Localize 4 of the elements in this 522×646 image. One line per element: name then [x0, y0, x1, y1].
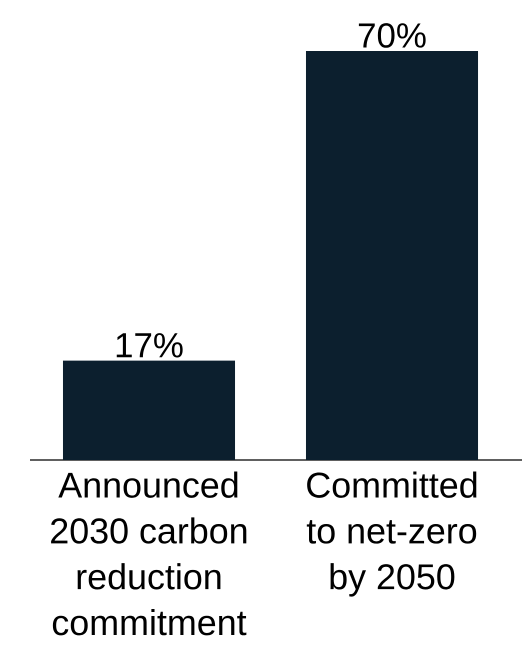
data-label: 70% — [358, 23, 426, 48]
x-tick-label: Committed to net-zero by 2050 — [306, 472, 476, 597]
data-label: 17% — [116, 333, 183, 358]
x-tick-label: Announced 2030 carbon reduction commitment — [51, 472, 246, 636]
